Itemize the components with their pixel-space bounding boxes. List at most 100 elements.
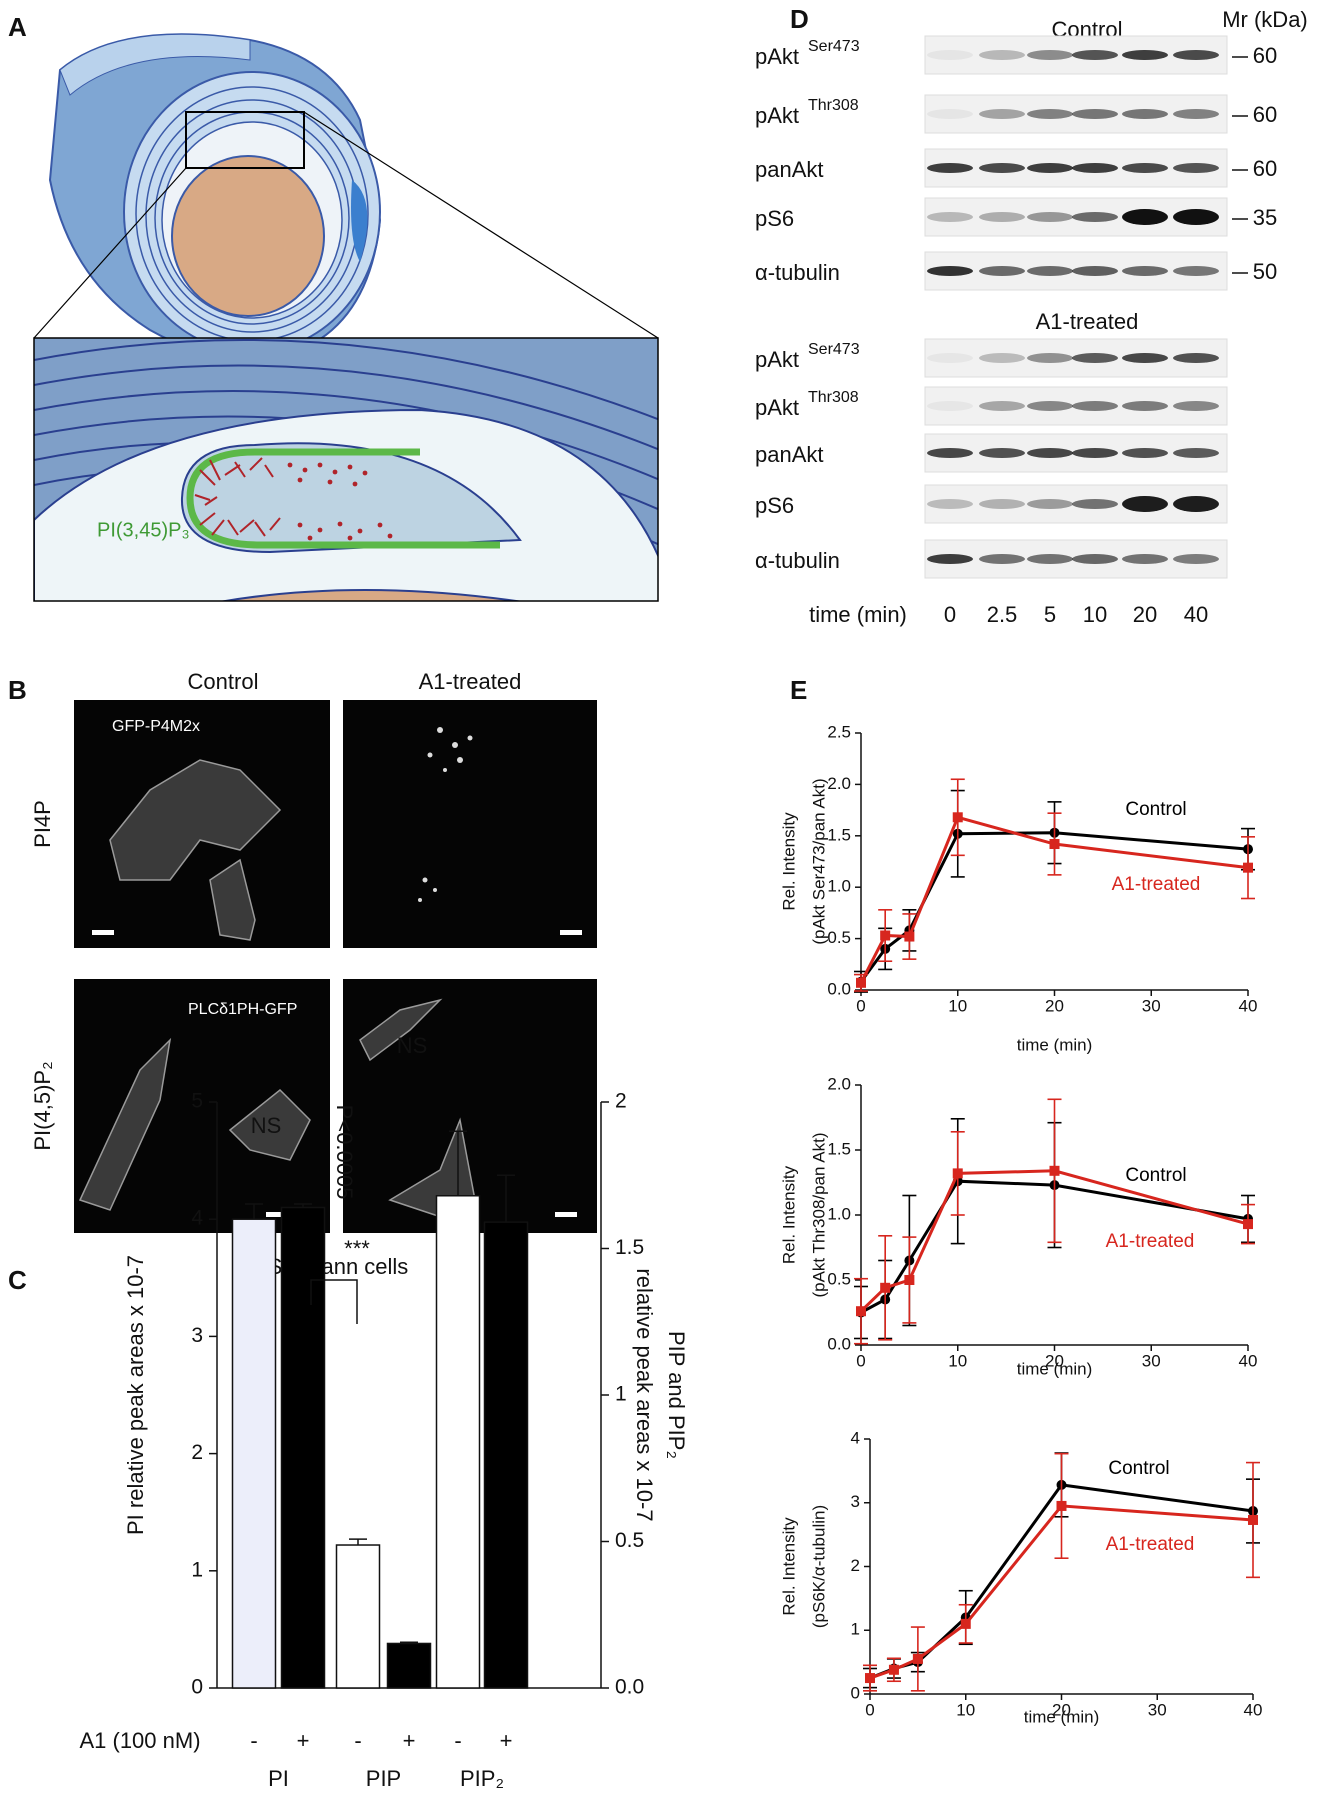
x-tick-label: 20 [1045, 1351, 1064, 1370]
inset-label: PI(3,45)P₃ [97, 519, 190, 541]
legend-label: Control [1125, 1165, 1186, 1186]
blot-band [1173, 448, 1219, 458]
blot-band [1072, 266, 1118, 276]
y-tick-label: 0.0 [827, 979, 851, 998]
marker [904, 931, 915, 942]
mr-value: 60 [1253, 102, 1277, 127]
annotation: P<0.0005 [332, 1105, 357, 1200]
blot-band [927, 499, 973, 509]
panel-letter: B [8, 675, 27, 705]
y-tick-label: 2.0 [827, 774, 851, 793]
y-tick-label: 2.0 [827, 1074, 851, 1093]
blot-band [1072, 50, 1118, 60]
series-line [859, 815, 1249, 984]
blot-band [1027, 554, 1073, 564]
blot-band [1027, 212, 1073, 222]
blot-row-sup: Thr308 [808, 97, 859, 114]
blot-row-label: pAkt [755, 44, 799, 69]
blot-band [979, 266, 1025, 276]
y-axis-label: (pS6K/α-tubulin) [809, 1505, 828, 1628]
marker [960, 1618, 971, 1629]
blot-band [979, 109, 1025, 119]
panel-letter: C [8, 1265, 27, 1295]
y2-axis-label: PIP and PIP₂ [664, 1331, 689, 1459]
blot-band [927, 554, 973, 564]
group-label: PIP [366, 1766, 401, 1791]
y2-tick-label: 2 [615, 1090, 627, 1113]
panel-letter: A [8, 12, 27, 42]
time-value: 10 [1083, 602, 1107, 627]
y-tick-label: 3 [851, 1492, 860, 1511]
y-axis-label: Rel. Intensity [779, 1517, 798, 1616]
x-tick-label: 0 [856, 1351, 865, 1370]
blot-band [1173, 209, 1219, 225]
blot-band [1122, 401, 1168, 411]
blot-band [927, 266, 973, 276]
group-label: PI [268, 1766, 289, 1791]
time-value: 40 [1184, 602, 1208, 627]
blot-band [1122, 163, 1168, 173]
y-tick-label: 1.5 [827, 825, 851, 844]
x-tick-label: 20 [1052, 1700, 1071, 1719]
x-tick-label: 0 [865, 1700, 874, 1719]
blot-band [1173, 50, 1219, 60]
blot-band [1027, 353, 1073, 363]
blot-band [1173, 353, 1219, 363]
marker [880, 930, 891, 941]
x-tick-label: 40 [1239, 1351, 1258, 1370]
blot-band [1173, 401, 1219, 411]
blot-band [1173, 163, 1219, 173]
x-tick-label: + [500, 1728, 513, 1753]
blot-band [1173, 496, 1219, 512]
blot-row-label: panAkt [755, 157, 824, 182]
group-title: A1 (100 nM) [79, 1728, 200, 1753]
blot-band [927, 109, 973, 119]
mr-title: Mr (kDa) [1222, 7, 1308, 32]
y-tick-label: 4 [851, 1428, 860, 1447]
blot-band [1122, 448, 1168, 458]
blot-band [927, 163, 973, 173]
blot-band [1072, 353, 1118, 363]
marker [1049, 839, 1060, 850]
blot-band [979, 163, 1025, 173]
blot-row-label: panAkt [755, 442, 824, 467]
bar [483, 1221, 529, 1689]
blot-band [1027, 266, 1073, 276]
blot-band [979, 353, 1025, 363]
marker [865, 1673, 875, 1684]
blot-band [1173, 554, 1219, 564]
legend-label: A1-treated [1112, 874, 1201, 895]
y-tick-label: 4 [191, 1207, 203, 1230]
marker [1049, 1165, 1060, 1176]
x-tick-label: 20 [1045, 996, 1064, 1015]
blot-band [1173, 266, 1219, 276]
y-tick-label: 2 [851, 1556, 860, 1575]
legend-label: Control [1108, 1458, 1169, 1479]
y2-tick-label: 1 [615, 1383, 627, 1406]
blot-band [1122, 496, 1168, 512]
blot-row-label: pAkt [755, 395, 799, 420]
y-axis-label: (pAkt Thr308/pan Akt) [809, 1132, 828, 1297]
blot-row-sup: Thr308 [808, 389, 859, 406]
blot-band [1027, 401, 1073, 411]
x-tick-label: 30 [1148, 1700, 1167, 1719]
y-tick-label: 2 [191, 1441, 203, 1464]
time-value: 2.5 [987, 602, 1018, 627]
mr-value: 50 [1253, 259, 1277, 284]
y-axis-label: Rel. Intensity [779, 1165, 798, 1264]
blot-band [927, 448, 973, 458]
blot-row-label: pS6 [755, 206, 794, 231]
blot-band [927, 212, 973, 222]
blot-band [1072, 109, 1118, 119]
annotation: NS [251, 1113, 282, 1138]
time-label: time (min) [809, 602, 907, 627]
nerve-illustration [33, 33, 659, 358]
bar [435, 1195, 481, 1689]
inset-frame [33, 337, 659, 602]
y2-tick-label: 0.0 [615, 1676, 644, 1699]
blot-band [1027, 448, 1073, 458]
marker [856, 1306, 866, 1317]
marker [952, 1168, 963, 1179]
y-tick-label: 0.0 [827, 1334, 851, 1353]
